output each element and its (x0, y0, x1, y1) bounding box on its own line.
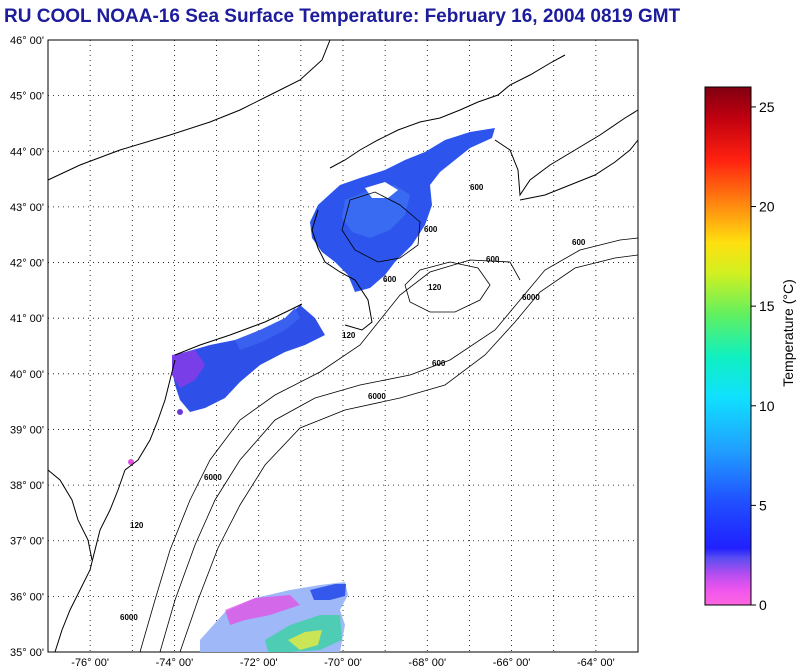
sst-overlay (128, 128, 495, 652)
depth-label: 6000 (120, 613, 138, 622)
colorbar-tick-label: 25 (759, 99, 775, 115)
coastline-delmarva (54, 469, 126, 653)
colorbar-ticks: 0 5 10 15 20 25 (751, 99, 775, 613)
coastline-chesapeake (47, 469, 93, 561)
contour-georges-bank (404, 261, 491, 313)
sst-patch-ny-purple (172, 350, 205, 388)
longitude-labels: -76° 00' -74° 00' -72° 00' -70° 00' -68° 00'… (71, 657, 614, 669)
coastline-ns-south (519, 139, 639, 201)
latitude-label: 35° 00' (10, 647, 44, 659)
latitude-label: 42° 00' (10, 258, 44, 270)
longitude-label: -64° 00' (577, 657, 615, 669)
sst-speck (177, 409, 183, 415)
longitude-label: -66° 00' (493, 657, 531, 669)
colorbar-tick-label: 5 (759, 497, 767, 513)
contour-shelf-inner (139, 259, 521, 653)
latitude-label: 38° 00' (10, 480, 44, 492)
depth-label: 120 (428, 283, 442, 292)
longitude-label: -76° 00' (71, 657, 109, 669)
depth-label: 600 (470, 183, 484, 192)
depth-label: 600 (432, 359, 446, 368)
depth-label: 600 (383, 275, 397, 284)
latitude-labels: 46° 00' 45° 00' 44° 00' 43° 00' 42° 00' 41° 0… (10, 35, 44, 659)
colorbar-tick-label: 15 (759, 298, 775, 314)
latitude-label: 39° 00' (10, 424, 44, 436)
colorbar-tick-label: 10 (759, 398, 775, 414)
coastline-nj (124, 359, 176, 471)
latitude-label: 45° 00' (10, 91, 44, 103)
colorbar-label: Temperature (°C) (780, 279, 796, 387)
longitude-label: -68° 00' (408, 657, 446, 669)
latitude-label: 36° 00' (10, 591, 44, 603)
depth-label: 600 (424, 225, 438, 234)
latitude-label: 46° 00' (10, 35, 44, 47)
sst-patch-south-yellow (288, 630, 322, 650)
coastline-long-island (174, 303, 303, 356)
depth-label: 6000 (204, 473, 222, 482)
depth-contours (139, 191, 639, 653)
map-title: RU COOL NOAA-16 Sea Surface Temperature:… (4, 6, 681, 27)
depth-labels: 600 600 600 600 600 600 6000 6000 6000 6000 120 120… (120, 183, 586, 622)
depth-label: 6000 (368, 392, 386, 401)
contour-shelf-break (159, 237, 639, 653)
sst-speck (128, 459, 134, 465)
depth-label: 120 (130, 521, 144, 530)
latitude-label: 40° 00' (10, 369, 44, 381)
depth-label: 600 (486, 255, 500, 264)
contour-gulf-basin (341, 191, 421, 263)
depth-label: 600 (572, 238, 586, 247)
colorbar-tick-label: 20 (759, 199, 775, 215)
latitude-label: 37° 00' (10, 536, 44, 548)
colorbar-tick-label: 0 (759, 597, 767, 613)
longitude-label: -74° 00' (156, 657, 194, 669)
coastline-nova-scotia (494, 109, 639, 197)
sst-patch-lisound (235, 308, 300, 350)
longitude-label: -70° 00' (324, 657, 362, 669)
coastline (47, 39, 639, 653)
depth-label: 6000 (522, 293, 540, 302)
latitude-label: 44° 00' (10, 146, 44, 158)
latitude-label: 43° 00' (10, 202, 44, 214)
colorbar: 0 5 10 15 20 25 Temperature (°C) (704, 86, 796, 613)
sst-patch-south-magenta (225, 595, 300, 625)
sst-patch-maine-white (365, 182, 398, 198)
latitude-label: 41° 00' (10, 313, 44, 325)
coastline-maine (329, 54, 566, 169)
coastline-cape-cod (311, 209, 373, 331)
sst-patch-maine-inner (342, 185, 410, 238)
sst-patch-south-blue (310, 584, 346, 600)
contour-deep (179, 254, 639, 653)
colorbar-gradient (704, 86, 752, 606)
longitude-label: -72° 00' (240, 657, 278, 669)
sst-patch-ny-bight (172, 305, 325, 412)
coastline-north (47, 39, 331, 181)
depth-label: 120 (342, 331, 356, 340)
